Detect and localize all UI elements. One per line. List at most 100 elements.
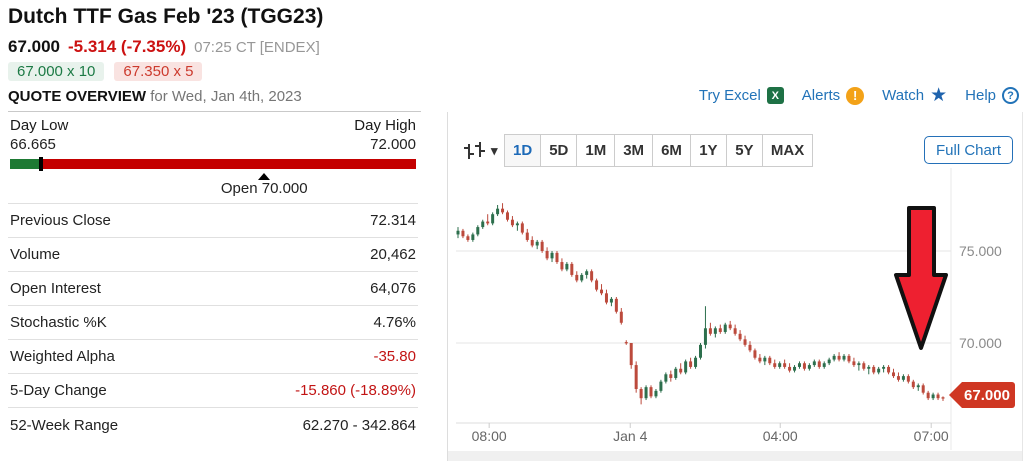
range-button-5y[interactable]: 5Y xyxy=(726,135,763,166)
candlestick-chart[interactable]: 75.000 70.000 08:00 Jan 4 04:00 07:00 xyxy=(448,112,1024,461)
candle-body xyxy=(466,236,470,240)
candle-body xyxy=(778,363,782,367)
candle-body xyxy=(827,359,831,364)
candle-body xyxy=(733,328,737,334)
table-row: Previous Close 72.314 xyxy=(8,204,418,238)
row-label: 5-Day Change xyxy=(10,382,107,399)
table-row: 5-Day Change -15.860 (-18.89%) xyxy=(8,374,418,408)
candle-body xyxy=(723,324,727,332)
candle-body xyxy=(456,230,460,235)
row-value: 72.314 xyxy=(370,212,416,229)
quote-stats-table: Previous Close 72.314 Volume 20,462 Open Int… xyxy=(8,204,418,442)
candle-body xyxy=(872,366,876,373)
price-change: -5.314 (-7.35%) xyxy=(68,37,187,56)
candle-body xyxy=(585,271,589,275)
candle-body xyxy=(718,328,722,332)
candle-body xyxy=(842,355,846,360)
candle-body xyxy=(832,355,836,360)
candle-body xyxy=(664,374,668,382)
candle-body xyxy=(783,363,787,367)
range-button-1d[interactable]: 1D xyxy=(505,135,542,166)
candle-body xyxy=(728,324,732,329)
try-excel-link[interactable]: Try Excel X xyxy=(699,87,784,104)
help-link[interactable]: Help? xyxy=(965,87,1019,104)
range-button-5d[interactable]: 5D xyxy=(541,135,578,166)
candle-body xyxy=(560,262,564,270)
range-button-6m[interactable]: 6M xyxy=(653,135,691,166)
candle-body xyxy=(713,328,717,334)
candle-body xyxy=(867,366,871,369)
candle-body xyxy=(674,368,678,378)
day-low-value: 66.665 xyxy=(10,136,56,153)
candle-body xyxy=(679,368,683,373)
candle-body xyxy=(703,328,707,345)
candle-body xyxy=(748,344,752,351)
link-label: Help xyxy=(965,87,996,104)
table-row: 52-Week Range 62.270 - 342.864 xyxy=(8,408,418,442)
range-button-max[interactable]: MAX xyxy=(762,135,813,166)
candle-body xyxy=(565,263,569,270)
range-button-1y[interactable]: 1Y xyxy=(690,135,727,166)
candle-body xyxy=(896,376,900,380)
quote-overview-date: for Wed, Jan 4th, 2023 xyxy=(150,88,302,105)
bid-ask-row: 67.000 x 10 67.350 x 5 xyxy=(8,62,203,81)
candle-body xyxy=(525,232,529,240)
row-value: -35.80 xyxy=(373,348,416,365)
candle-body xyxy=(768,357,772,364)
candle-body xyxy=(857,363,861,366)
x-axis-label-07:00: 07:00 xyxy=(914,428,949,444)
candle-body xyxy=(852,361,856,366)
last-price-marker xyxy=(39,157,43,171)
candle-wick xyxy=(704,306,706,349)
candle-body xyxy=(916,385,920,388)
candle-body xyxy=(689,361,693,367)
candle-body xyxy=(535,241,539,246)
candle-body xyxy=(793,366,797,371)
candle-body xyxy=(604,293,608,303)
candle-body xyxy=(901,376,905,380)
alert-icon: ! xyxy=(846,86,865,105)
y-axis-label-70.000: 70.000 xyxy=(959,335,1002,351)
page-title: Dutch TTF Gas Feb '23 (TGG23) xyxy=(8,5,324,28)
link-label: Watch xyxy=(882,87,925,104)
watch-link[interactable]: Watch ★ xyxy=(882,86,947,105)
candle-body xyxy=(545,251,549,259)
quote-overview-panel: Day Low Day High 66.665 72.000 Open 70.0… xyxy=(8,112,418,442)
candle-body xyxy=(600,289,604,294)
candle-body xyxy=(887,366,891,373)
alerts-link[interactable]: Alerts! xyxy=(802,86,865,105)
day-range-bar-low-segment xyxy=(10,159,40,169)
help-icon: ? xyxy=(1002,87,1019,104)
candle-body xyxy=(619,311,623,323)
chart-type-selector[interactable]: ▾ xyxy=(462,140,498,162)
row-value: 64,076 xyxy=(370,280,416,297)
candle-body xyxy=(862,363,866,369)
candle-body xyxy=(649,387,653,397)
candle-body xyxy=(501,208,505,213)
row-value: 20,462 xyxy=(370,246,416,263)
candle-body xyxy=(694,357,698,367)
candle-body xyxy=(773,363,777,367)
ask-chip: 67.350 x 5 xyxy=(114,62,203,81)
candle-body xyxy=(788,366,792,371)
range-button-1m[interactable]: 1M xyxy=(577,135,616,166)
candle-body xyxy=(812,361,816,366)
table-row: Open Interest 64,076 xyxy=(8,272,418,306)
quote-timestamp: 07:25 CT [ENDEX] xyxy=(194,39,320,56)
candle-body xyxy=(847,355,851,362)
chart-panel: 75.000 70.000 08:00 Jan 4 04:00 07:00 ▾ 1D 5D 1… xyxy=(447,112,1023,461)
candle-body xyxy=(614,298,618,312)
open-label: Open 70.000 xyxy=(220,180,308,197)
candle-body xyxy=(654,390,658,397)
header-links: Try Excel X Alerts! Watch ★ Help? xyxy=(699,86,1019,105)
link-label: Try Excel xyxy=(698,87,761,104)
candle-wick xyxy=(868,365,870,375)
candle-body xyxy=(763,357,767,362)
candle-body xyxy=(906,376,910,382)
range-button-3m[interactable]: 3M xyxy=(615,135,654,166)
full-chart-button[interactable]: Full Chart xyxy=(924,136,1013,164)
candle-body xyxy=(817,361,821,367)
down-arrow-annotation-icon xyxy=(894,206,948,350)
quote-overview-label: QUOTE OVERVIEW xyxy=(8,88,147,105)
